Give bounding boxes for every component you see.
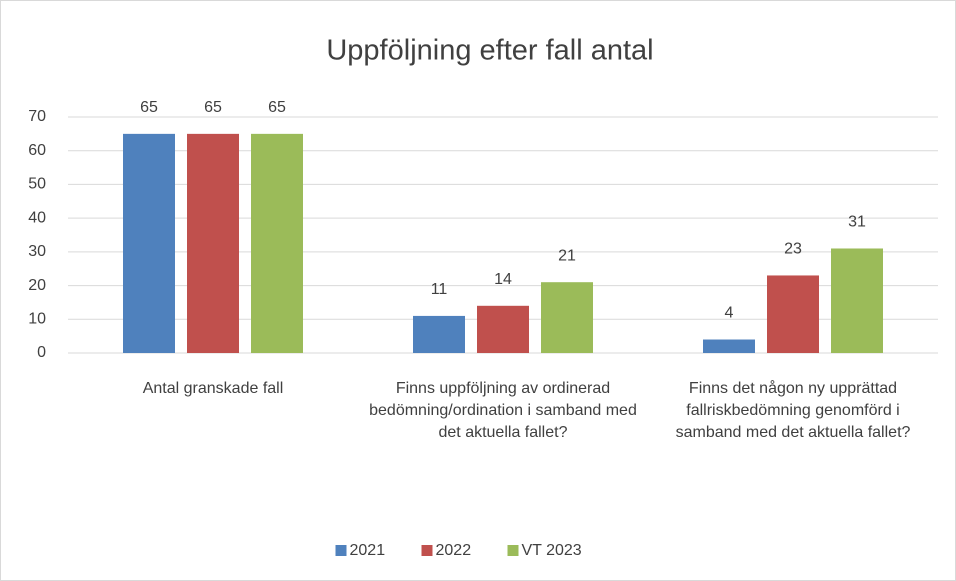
legend-swatch (507, 545, 519, 556)
x-tick-label: Antal granskade fall (142, 380, 284, 397)
bar (251, 133, 303, 353)
y-tick-label: 70 (28, 108, 46, 125)
value-label: 65 (268, 99, 286, 116)
chart-title: Uppföljning efter fall antal (326, 35, 653, 67)
legend-swatch (335, 545, 347, 556)
value-label: 4 (725, 305, 734, 322)
value-label: 11 (431, 281, 448, 298)
bar (831, 248, 883, 353)
x-tick-label: Finns uppföljning av ordinerad bedömning… (369, 380, 637, 441)
legend-label: VT 2023 (522, 542, 582, 559)
x-tick-label-box: Antal granskade fall (142, 380, 284, 397)
legend-swatch (421, 545, 433, 556)
bar (187, 133, 239, 353)
value-label: 65 (204, 99, 222, 116)
y-tick-label: 20 (28, 277, 46, 294)
x-tick-label-box: Finns det någon ny upprättad fallriskbed… (675, 380, 911, 441)
value-label: 31 (848, 214, 866, 231)
bar (123, 133, 175, 353)
bar (413, 315, 465, 353)
y-tick-label: 50 (28, 176, 46, 193)
x-tick-label-box: Finns uppföljning av ordinerad bedömning… (369, 380, 637, 441)
legend-label: 2022 (436, 542, 472, 559)
y-tick-label: 60 (28, 142, 46, 159)
y-tick-label: 40 (28, 209, 46, 226)
value-label: 65 (140, 99, 158, 116)
value-label: 14 (494, 271, 512, 288)
value-label: 21 (558, 247, 576, 264)
y-tick-label: 0 (37, 344, 46, 361)
bar (703, 339, 755, 353)
x-tick-label: Finns det någon ny upprättad fallriskbed… (675, 380, 911, 441)
bar (541, 282, 593, 353)
legend-label: 2021 (350, 542, 386, 559)
y-tick-label: 10 (28, 311, 46, 328)
bar (477, 305, 529, 353)
y-tick-label: 30 (28, 243, 46, 260)
value-label: 23 (784, 241, 802, 258)
bar (767, 275, 819, 353)
